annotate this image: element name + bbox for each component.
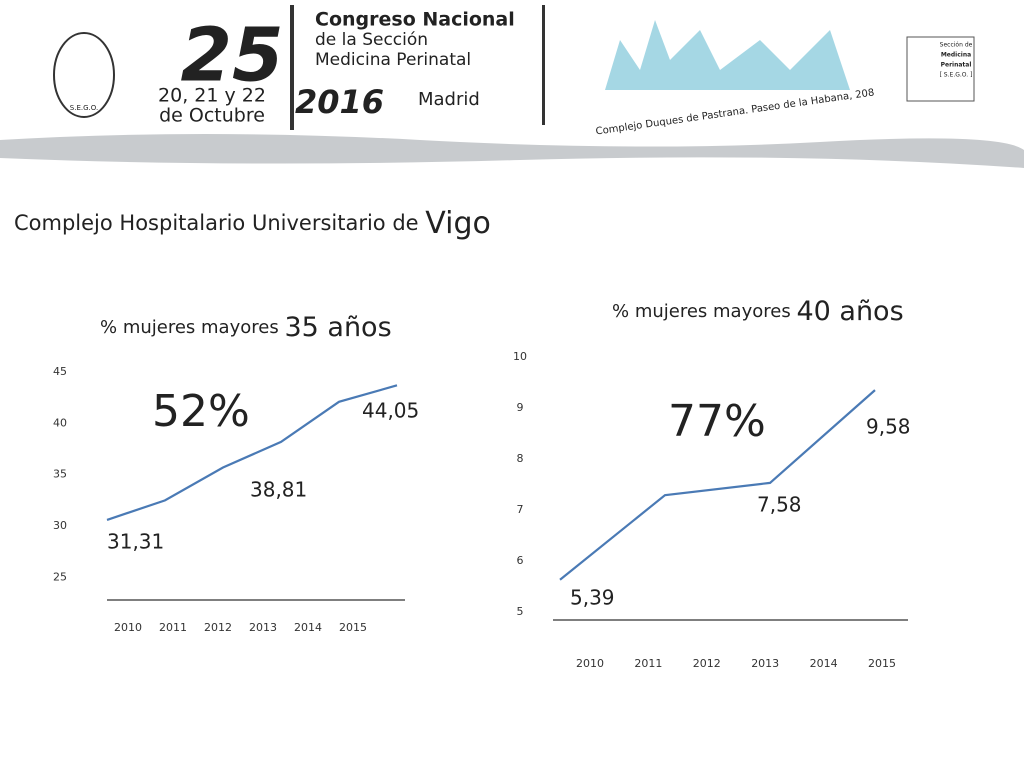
- dates: 20, 21 y 22: [158, 85, 266, 107]
- x-tick-label: 2014: [810, 657, 838, 670]
- congress-name: de la Sección: [315, 30, 428, 50]
- x-tick-label: 2012: [204, 621, 232, 634]
- y-tick-label: 6: [517, 554, 524, 567]
- congress-name: Medicina Perinatal: [315, 50, 471, 70]
- year: 2016: [295, 83, 384, 121]
- left-logo-text: S.E.G.O.: [70, 104, 98, 112]
- chart-title: % mujeres mayores 35 años: [100, 312, 392, 343]
- skyline: [605, 20, 850, 90]
- right-logo-text: Perinatal: [941, 62, 972, 69]
- data-annotation: 9,58: [866, 415, 911, 439]
- y-tick-label: 8: [517, 452, 524, 465]
- slide-title: Complejo Hospitalario Universitario de V…: [14, 206, 491, 241]
- congress-name: Congreso Nacional: [315, 9, 515, 31]
- x-tick-label: 2010: [114, 621, 142, 634]
- y-tick-label: 40: [53, 416, 67, 429]
- y-tick-label: 5: [517, 605, 524, 618]
- x-tick-label: 2014: [294, 621, 322, 634]
- x-tick-label: 2015: [868, 657, 896, 670]
- y-tick-label: 25: [53, 570, 67, 583]
- y-tick-label: 9: [517, 401, 524, 414]
- x-tick-label: 2015: [339, 621, 367, 634]
- y-tick-label: 45: [53, 365, 67, 378]
- divider: [542, 5, 545, 125]
- y-tick-label: 7: [517, 503, 524, 516]
- congress-number: 25: [181, 13, 284, 99]
- data-annotation: 44,05: [362, 399, 419, 423]
- data-line: [559, 389, 876, 581]
- y-tick-label: 35: [53, 468, 67, 481]
- x-tick-label: 2013: [249, 621, 277, 634]
- city: Madrid: [418, 89, 480, 110]
- data-annotation: 7,58: [757, 493, 802, 517]
- right-logo-text: Medicina: [941, 52, 971, 59]
- chart-title-text: % mujeres mayores: [100, 317, 279, 338]
- chart-title: % mujeres mayores 40 años: [612, 296, 904, 327]
- chart-title-emphasis: 40 años: [796, 296, 903, 327]
- slide-title-emphasis: Vigo: [425, 206, 491, 241]
- y-tick-label: 10: [513, 350, 527, 363]
- divider: [290, 5, 294, 130]
- summary-percent: 52%: [152, 386, 250, 437]
- slide-title-text: Complejo Hospitalario Universitario de: [14, 211, 419, 235]
- dates: de Octubre: [159, 105, 265, 127]
- left-logo: [53, 32, 115, 118]
- right-logo-text: Sección de: [940, 42, 973, 49]
- x-tick-label: 2010: [576, 657, 604, 670]
- x-tick-label: 2012: [693, 657, 721, 670]
- data-annotation: 5,39: [570, 586, 615, 610]
- data-annotation: 38,81: [250, 478, 307, 502]
- x-tick-label: 2011: [159, 621, 187, 634]
- chart-title-emphasis: 35 años: [284, 312, 391, 343]
- right-logo: [906, 36, 975, 102]
- x-tick-label: 2013: [751, 657, 779, 670]
- right-logo-text: [ S.E.G.O. ]: [940, 72, 973, 79]
- brush-stroke: [0, 134, 1024, 168]
- y-tick-label: 30: [53, 519, 67, 532]
- x-tick-label: 2011: [634, 657, 662, 670]
- summary-percent: 77%: [668, 396, 766, 447]
- data-line: [106, 384, 398, 521]
- chart-title-text: % mujeres mayores: [612, 301, 791, 322]
- data-annotation: 31,31: [107, 530, 164, 554]
